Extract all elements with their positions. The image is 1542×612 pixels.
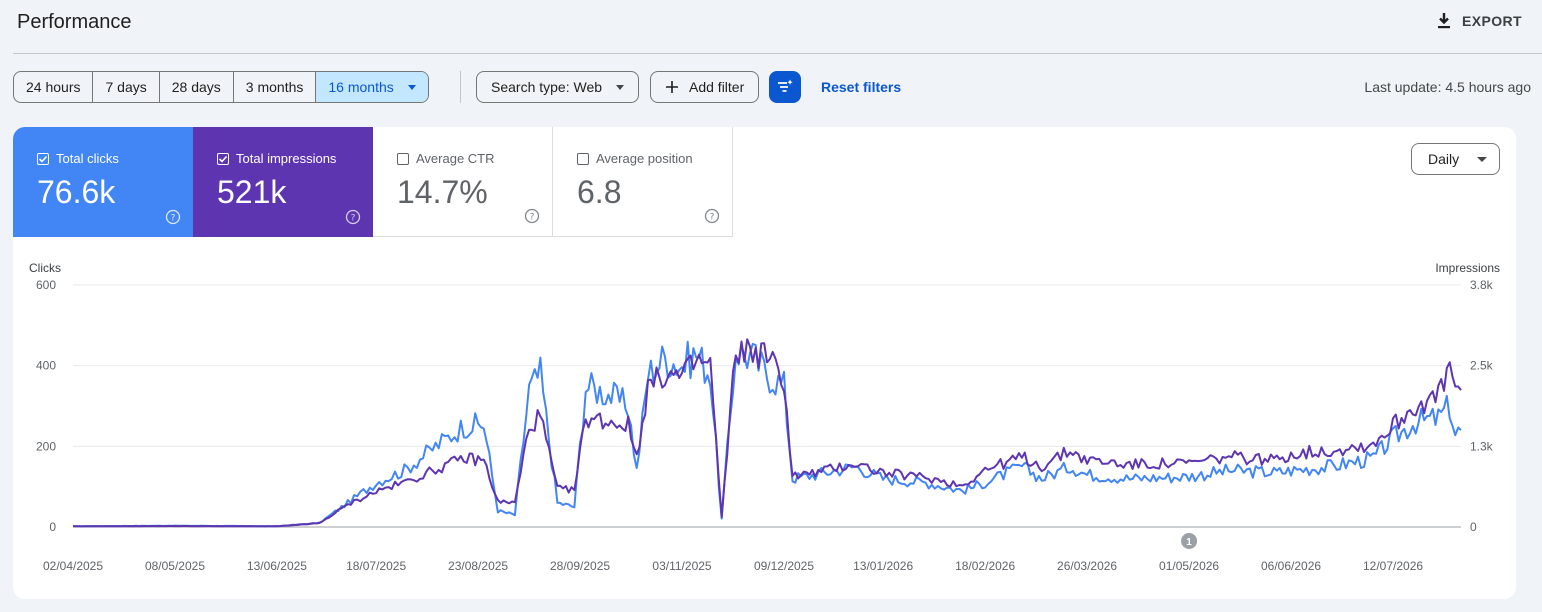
series-line-impressions xyxy=(73,338,1462,528)
x-tick-label: 26/03/2026 xyxy=(1057,559,1117,573)
metric-label: Average position xyxy=(596,151,693,166)
series-line-clicks xyxy=(73,340,1462,528)
performance-card: Total clicks 76.6k ? Total impressions 5… xyxy=(13,127,1516,599)
y-tick-right: 1.3k xyxy=(1470,439,1494,453)
search-type-dropdown[interactable]: Search type: Web xyxy=(476,71,640,103)
metric-value: 14.7% xyxy=(397,174,488,210)
checkbox-checked-icon[interactable] xyxy=(217,152,229,165)
y-tick-left: 200 xyxy=(36,439,56,453)
x-tick-label: 13/06/2025 xyxy=(247,559,307,573)
x-tick-label: 02/04/2025 xyxy=(43,559,103,573)
x-tick-label: 06/06/2026 xyxy=(1261,559,1321,573)
plus-icon xyxy=(666,81,678,93)
date-range-option[interactable]: 7 days xyxy=(93,72,160,102)
toolbar-separator xyxy=(460,71,461,103)
y-tick-left: 400 xyxy=(36,359,56,373)
svg-text:?: ? xyxy=(710,213,715,223)
page-title: Performance xyxy=(17,11,132,33)
caret-down-icon xyxy=(407,84,416,90)
y-tick-left: 0 xyxy=(49,520,56,534)
x-tick-label: 12/07/2026 xyxy=(1363,559,1423,573)
date-range-label: 7 days xyxy=(105,79,147,95)
y-axis-left-label: Clicks xyxy=(29,261,61,275)
annotation-label: 1 xyxy=(1186,537,1192,548)
help-icon[interactable]: ? xyxy=(165,209,181,225)
y-tick-right: 2.5k xyxy=(1470,359,1494,373)
help-icon[interactable]: ? xyxy=(345,209,361,225)
caret-down-icon xyxy=(616,84,625,90)
x-tick-label: 18/07/2025 xyxy=(346,559,406,573)
annotation-marker xyxy=(1181,533,1198,549)
metric-total-impressions[interactable]: Total impressions 521k ? xyxy=(193,127,373,237)
metric-total-clicks[interactable]: Total clicks 76.6k ? xyxy=(13,127,193,237)
date-range-option[interactable]: 24 hours xyxy=(14,72,94,102)
x-tick-label: 03/11/2025 xyxy=(652,559,711,573)
checkbox-unchecked-icon[interactable] xyxy=(577,152,589,165)
checkbox-checked-icon[interactable] xyxy=(37,152,49,165)
metric-label: Average CTR xyxy=(416,151,495,166)
x-tick-label: 13/01/2026 xyxy=(853,559,913,573)
date-range-label: 3 months xyxy=(245,79,304,95)
export-button[interactable]: EXPORT xyxy=(1436,12,1522,29)
metric-value: 76.6k xyxy=(37,174,116,210)
header-divider xyxy=(13,53,1542,54)
x-tick-label: 09/12/2025 xyxy=(754,559,814,573)
svg-text:?: ? xyxy=(171,214,176,224)
granularity-label: Daily xyxy=(1428,151,1460,167)
y-axis-right-label: Impressions xyxy=(1435,261,1500,275)
svg-text:?: ? xyxy=(351,214,356,224)
search-type-label: Search type: Web xyxy=(491,79,603,95)
filter-settings-button[interactable] xyxy=(769,71,801,103)
reset-filters-link[interactable]: Reset filters xyxy=(821,79,902,95)
metric-average-ctr[interactable]: Average CTR 14.7% ? xyxy=(373,127,553,237)
metric-value: 6.8 xyxy=(577,174,622,210)
y-tick-left: 600 xyxy=(36,278,56,292)
date-range-selector: 24 hours 7 days 28 days 3 months 16 months xyxy=(13,71,429,103)
date-range-option[interactable]: 28 days xyxy=(160,72,234,102)
svg-text:?: ? xyxy=(530,213,535,223)
metric-average-position[interactable]: Average position 6.8 ? xyxy=(553,127,733,237)
page-header: Performance EXPORT xyxy=(0,0,1542,54)
date-range-option[interactable]: 3 months xyxy=(234,72,317,102)
metric-label: Total clicks xyxy=(56,151,119,166)
x-tick-label: 23/08/2025 xyxy=(448,559,508,573)
date-range-option[interactable]: 16 months xyxy=(316,72,428,102)
y-tick-right: 0 xyxy=(1470,520,1477,534)
x-tick-label: 18/02/2026 xyxy=(955,559,1015,573)
x-tick-label: 01/05/2026 xyxy=(1159,559,1219,573)
date-range-label: 24 hours xyxy=(26,79,81,95)
help-icon[interactable]: ? xyxy=(524,208,540,224)
last-update-text: Last update: 4.5 hours ago xyxy=(1364,79,1531,95)
metric-label: Total impressions xyxy=(236,151,337,166)
performance-chart: Clicks Impressions 0 0 200 1.3k 400 2.5k 600 3.8k… xyxy=(29,261,1500,573)
checkbox-unchecked-icon[interactable] xyxy=(397,152,409,165)
date-range-label: 16 months xyxy=(328,79,394,95)
filter-sparkle-icon xyxy=(778,79,793,92)
date-range-label: 28 days xyxy=(171,79,221,95)
x-tick-label: 28/09/2025 xyxy=(550,559,610,573)
export-label: EXPORT xyxy=(1462,12,1522,29)
metric-value: 521k xyxy=(217,174,287,210)
y-tick-right: 3.8k xyxy=(1470,278,1494,292)
filter-toolbar: 24 hours 7 days 28 days 3 months 16 months S… xyxy=(13,71,1533,103)
granularity-dropdown[interactable]: Daily xyxy=(1411,143,1500,175)
help-icon[interactable]: ? xyxy=(704,208,720,224)
add-filter-button[interactable]: Add filter xyxy=(650,71,760,103)
download-icon xyxy=(1438,13,1451,29)
add-filter-label: Add filter xyxy=(689,79,745,95)
x-tick-label: 08/05/2025 xyxy=(145,559,205,573)
caret-down-icon xyxy=(1477,157,1487,162)
